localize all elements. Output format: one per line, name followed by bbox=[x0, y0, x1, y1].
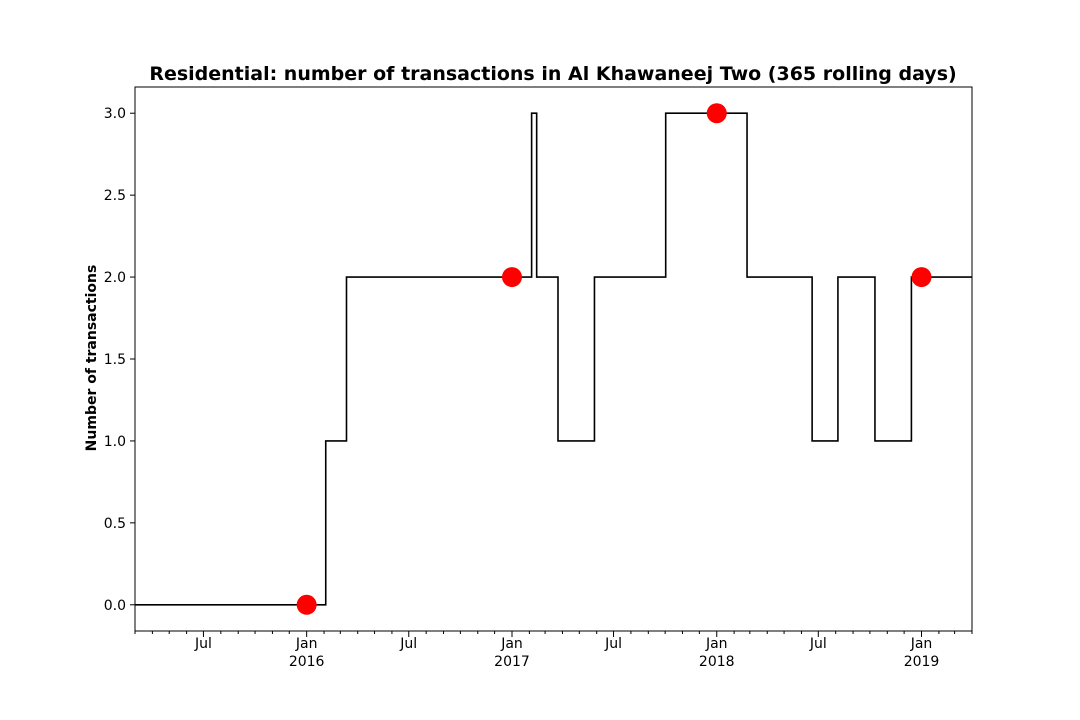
x-tick-label: Jan bbox=[295, 636, 318, 652]
x-tick-year-label: 2019 bbox=[904, 654, 940, 670]
x-tick-label: Jul bbox=[604, 636, 622, 652]
chart-title: Residential: number of transactions in A… bbox=[149, 63, 956, 85]
x-tick-year-label: 2016 bbox=[289, 654, 325, 670]
x-tick-label: Jul bbox=[194, 636, 212, 652]
x-tick-year-label: 2018 bbox=[699, 654, 735, 670]
y-tick-label: 0.5 bbox=[104, 516, 126, 532]
x-tick-label: Jan bbox=[500, 636, 523, 652]
data-point-marker bbox=[911, 267, 932, 288]
x-tick-label: Jul bbox=[399, 636, 417, 652]
y-tick-label: 1.5 bbox=[104, 352, 126, 368]
series-0-line bbox=[135, 112, 972, 606]
y-tick-label: 2.5 bbox=[104, 188, 126, 204]
data-point-marker bbox=[296, 594, 317, 615]
data-point-marker bbox=[706, 103, 727, 124]
y-axis-label: Number of transactions bbox=[84, 265, 100, 452]
x-tick-label: Jan bbox=[705, 636, 728, 652]
x-tick-label: Jul bbox=[809, 636, 827, 652]
y-tick-label: 2.0 bbox=[104, 270, 126, 286]
data-point-marker bbox=[501, 267, 522, 288]
y-tick-label: 1.0 bbox=[104, 434, 126, 450]
x-tick-year-label: 2017 bbox=[494, 654, 530, 670]
x-tick-label: Jan bbox=[910, 636, 933, 652]
plot-area: 0.0 0.5 1.0 1.5 2.0 2.5 3.0 Jul Jan 2016 Jul Jan 201… bbox=[104, 86, 973, 670]
y-tick-label: 0.0 bbox=[104, 598, 126, 614]
y-tick-label: 3.0 bbox=[104, 106, 126, 122]
